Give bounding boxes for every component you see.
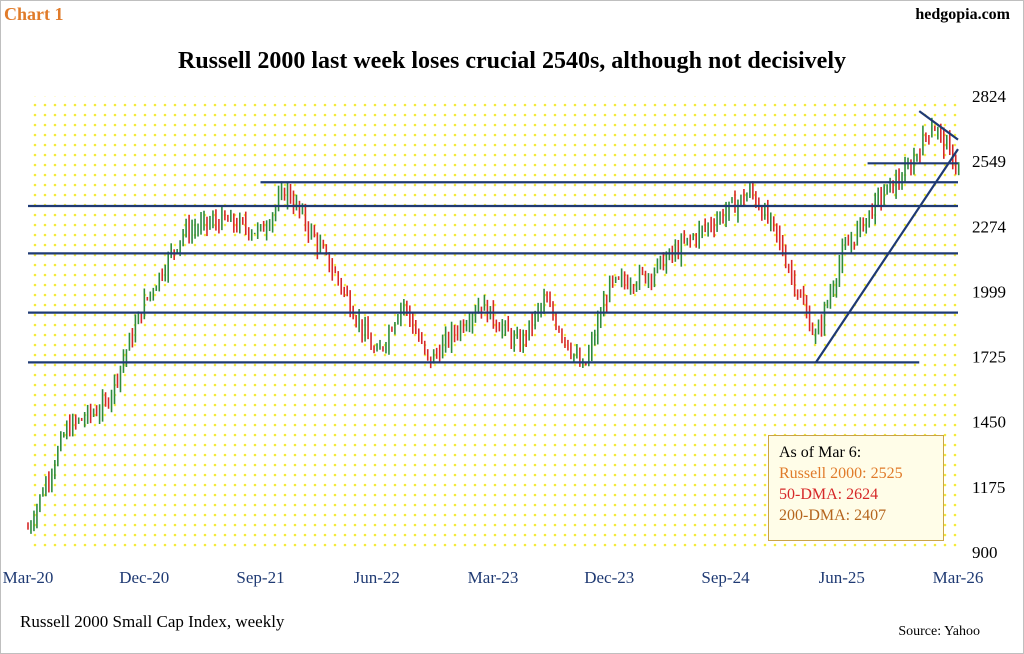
y-tick-label: 2274 [972, 217, 1007, 236]
trendline-rising [815, 148, 959, 364]
legend-200dma: 200-DMA: 2407 [779, 507, 887, 524]
y-tick-label: 900 [972, 543, 998, 562]
x-tick-label: Jun-22 [354, 568, 400, 587]
x-axis: Mar-20 Dec-20 Sep-21 Jun-22 Mar-23 Dec-23 Sep-… [3, 568, 984, 587]
x-tick-label: Sep-21 [236, 568, 284, 587]
chart-subtitle: Russell 2000 Small Cap Index, weekly [20, 612, 285, 631]
y-tick-label: 1999 [972, 283, 1006, 302]
trendline-falling [918, 110, 959, 141]
x-tick-label: Jun-25 [819, 568, 865, 587]
source-note: Source: Yahoo [898, 624, 980, 639]
x-tick-label: Mar-26 [933, 568, 984, 587]
chart-title: Russell 2000 last week loses crucial 254… [177, 48, 846, 74]
legend-box: As of Mar 6: Russell 2000: 2525 50-DMA: … [768, 435, 944, 541]
site-name: hedgopia.com [915, 6, 1010, 23]
legend-heading: As of Mar 6: [779, 444, 862, 461]
y-tick-label: 1175 [972, 478, 1005, 497]
x-tick-label: Dec-20 [119, 568, 169, 587]
y-tick-label: 2824 [972, 87, 1007, 106]
support-resistance-lines [28, 110, 959, 364]
x-tick-label: Mar-20 [3, 568, 54, 587]
x-tick-label: Mar-23 [468, 568, 519, 587]
legend-50dma: 50-DMA: 2624 [779, 486, 879, 503]
legend-russell: Russell 2000: 2525 [779, 465, 903, 482]
y-axis: 900 1175 1450 1725 1999 2274 2549 2824 [972, 87, 1007, 562]
x-tick-label: Dec-23 [584, 568, 634, 587]
x-tick-label: Sep-24 [701, 568, 750, 587]
y-tick-label: 1450 [972, 413, 1006, 432]
y-tick-label: 1725 [972, 347, 1006, 366]
chart-number: Chart 1 [4, 4, 64, 24]
y-tick-label: 2549 [972, 152, 1006, 171]
